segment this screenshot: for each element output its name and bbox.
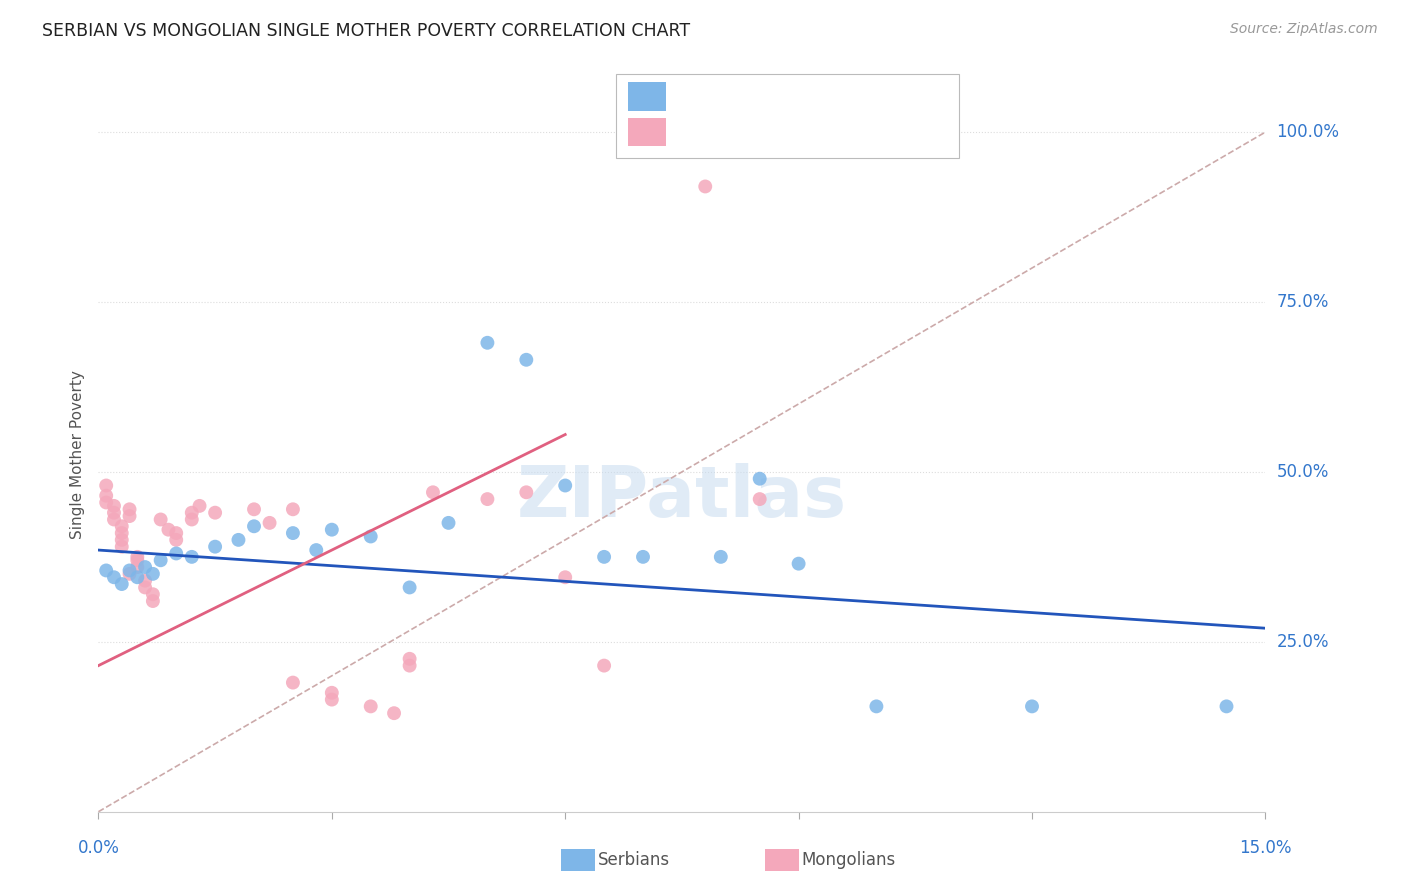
Text: 45: 45 [832, 125, 855, 143]
Point [111, 519, 134, 533]
Point [127, 560, 149, 574]
Point [118, 564, 141, 578]
Point [180, 512, 202, 526]
Text: ZIPatlas: ZIPatlas [517, 463, 846, 533]
Point [134, 560, 156, 574]
Point [149, 512, 172, 526]
Text: 50.0%: 50.0% [1277, 463, 1329, 481]
Text: 75.0%: 75.0% [1277, 293, 1329, 311]
Point [321, 523, 343, 537]
Point [631, 549, 654, 564]
Point [1021, 699, 1043, 714]
Text: Mongolians: Mongolians [801, 851, 896, 869]
Text: Source: ZipAtlas.com: Source: ZipAtlas.com [1230, 22, 1378, 37]
Point [103, 512, 125, 526]
Point [118, 509, 141, 524]
Point [165, 546, 187, 560]
Point [281, 526, 304, 541]
Point [422, 485, 444, 500]
Text: 0.0%: 0.0% [77, 839, 120, 857]
Point [142, 587, 165, 601]
Point [149, 553, 172, 567]
Point [515, 352, 537, 367]
Text: -0.123: -0.123 [717, 89, 775, 107]
Point [111, 533, 134, 547]
Point [865, 699, 887, 714]
Point [321, 686, 343, 700]
Point [360, 699, 382, 714]
Point [134, 574, 156, 588]
Text: 30: 30 [832, 89, 855, 107]
Point [228, 533, 250, 547]
Point [204, 540, 226, 554]
Point [398, 658, 420, 673]
Point [477, 492, 499, 507]
Text: Serbians: Serbians [598, 851, 669, 869]
Point [593, 658, 616, 673]
Text: SERBIAN VS MONGOLIAN SINGLE MOTHER POVERTY CORRELATION CHART: SERBIAN VS MONGOLIAN SINGLE MOTHER POVER… [42, 22, 690, 40]
Point [103, 570, 125, 584]
Point [96, 495, 118, 509]
Point [134, 581, 156, 595]
Point [259, 516, 281, 530]
Text: 0.428: 0.428 [717, 125, 769, 143]
Point [180, 549, 202, 564]
Point [96, 489, 118, 503]
Point [787, 557, 810, 571]
Point [243, 502, 266, 516]
Point [398, 652, 420, 666]
Text: R =: R = [675, 89, 714, 107]
Point [103, 506, 125, 520]
Text: R =: R = [675, 125, 714, 143]
Point [111, 526, 134, 541]
Point [593, 549, 616, 564]
Point [142, 566, 165, 581]
Point [554, 478, 576, 492]
Text: N =: N = [794, 125, 834, 143]
Point [515, 485, 537, 500]
Text: 100.0%: 100.0% [1277, 123, 1340, 141]
Text: 15.0%: 15.0% [1239, 839, 1292, 857]
Point [188, 499, 211, 513]
Point [96, 478, 118, 492]
Point [127, 549, 149, 564]
Point [96, 564, 118, 578]
Point [695, 179, 717, 194]
Point [111, 577, 134, 591]
Point [477, 335, 499, 350]
Point [1215, 699, 1237, 714]
Point [165, 533, 187, 547]
Point [127, 553, 149, 567]
Point [118, 502, 141, 516]
Point [554, 570, 576, 584]
Point [382, 706, 405, 721]
Point [710, 549, 733, 564]
Point [165, 526, 187, 541]
Point [204, 506, 226, 520]
Point [127, 570, 149, 584]
Point [118, 566, 141, 581]
Text: 25.0%: 25.0% [1277, 632, 1329, 651]
Y-axis label: Single Mother Poverty: Single Mother Poverty [70, 370, 86, 540]
Point [748, 472, 770, 486]
Point [305, 543, 328, 558]
Point [180, 506, 202, 520]
Point [360, 529, 382, 543]
Text: N =: N = [794, 89, 834, 107]
Point [157, 523, 180, 537]
Point [437, 516, 460, 530]
Point [281, 675, 304, 690]
Point [111, 540, 134, 554]
Point [103, 499, 125, 513]
Point [243, 519, 266, 533]
Point [281, 502, 304, 516]
Point [321, 692, 343, 706]
Point [748, 492, 770, 507]
Point [398, 581, 420, 595]
Point [142, 594, 165, 608]
